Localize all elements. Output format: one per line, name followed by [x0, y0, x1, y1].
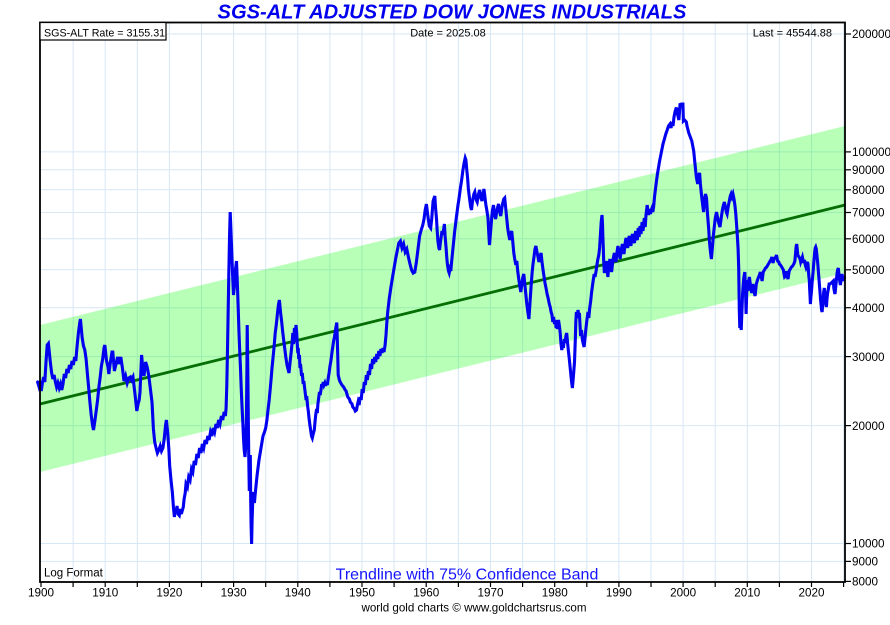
svg-text:Last = 45544.88: Last = 45544.88: [753, 28, 832, 40]
svg-text:1950: 1950: [349, 587, 376, 600]
svg-text:1900: 1900: [28, 587, 55, 600]
svg-text:2010: 2010: [734, 587, 761, 600]
svg-text:1960: 1960: [413, 587, 440, 600]
svg-text:100000: 100000: [852, 146, 890, 159]
svg-text:1990: 1990: [606, 587, 633, 600]
svg-text:8000: 8000: [852, 576, 879, 589]
svg-text:Log Format: Log Format: [44, 568, 104, 580]
svg-text:Date = 2025.08: Date = 2025.08: [410, 28, 486, 40]
svg-text:Trendline with 75% Confidence: Trendline with 75% Confidence Band: [336, 567, 599, 584]
svg-text:1940: 1940: [285, 587, 312, 600]
svg-text:50000: 50000: [852, 264, 885, 277]
svg-text:2020: 2020: [798, 587, 825, 600]
svg-text:60000: 60000: [852, 233, 885, 246]
svg-text:70000: 70000: [852, 207, 885, 220]
svg-text:world gold charts © www.goldch: world gold charts © www.goldchartsrus.co…: [360, 602, 586, 615]
svg-text:SGS-ALT ADJUSTED DOW JONES IND: SGS-ALT ADJUSTED DOW JONES INDUSTRIALS: [218, 2, 687, 24]
svg-text:10000: 10000: [852, 538, 885, 551]
svg-text:1910: 1910: [92, 587, 119, 600]
svg-text:1970: 1970: [477, 587, 504, 600]
svg-text:40000: 40000: [852, 302, 885, 315]
svg-text:20000: 20000: [852, 420, 885, 433]
svg-text:2000: 2000: [670, 587, 697, 600]
svg-text:80000: 80000: [852, 184, 885, 197]
svg-text:1930: 1930: [221, 587, 248, 600]
svg-text:90000: 90000: [852, 164, 885, 177]
svg-text:1980: 1980: [542, 587, 569, 600]
svg-text:1920: 1920: [156, 587, 183, 600]
svg-text:9000: 9000: [852, 556, 879, 569]
svg-text:30000: 30000: [852, 351, 885, 364]
svg-text:SGS-ALT Rate = 3155.31: SGS-ALT Rate = 3155.31: [44, 28, 165, 40]
svg-text:200000: 200000: [852, 28, 890, 41]
